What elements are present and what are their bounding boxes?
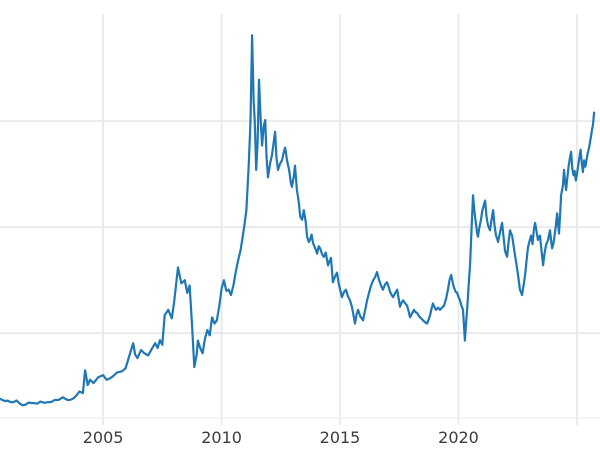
x-tick-label: 2005 bbox=[83, 428, 124, 447]
x-tick-label: 2010 bbox=[201, 428, 242, 447]
x-gridlines bbox=[102, 14, 578, 425]
price-line-series bbox=[0, 34, 596, 407]
x-axis-tick-labels: 2005 2010 2015 2020 bbox=[83, 428, 479, 447]
y-gridlines bbox=[0, 120, 600, 419]
x-tick-label: 2020 bbox=[438, 428, 479, 447]
x-tick-label: 2015 bbox=[320, 428, 361, 447]
